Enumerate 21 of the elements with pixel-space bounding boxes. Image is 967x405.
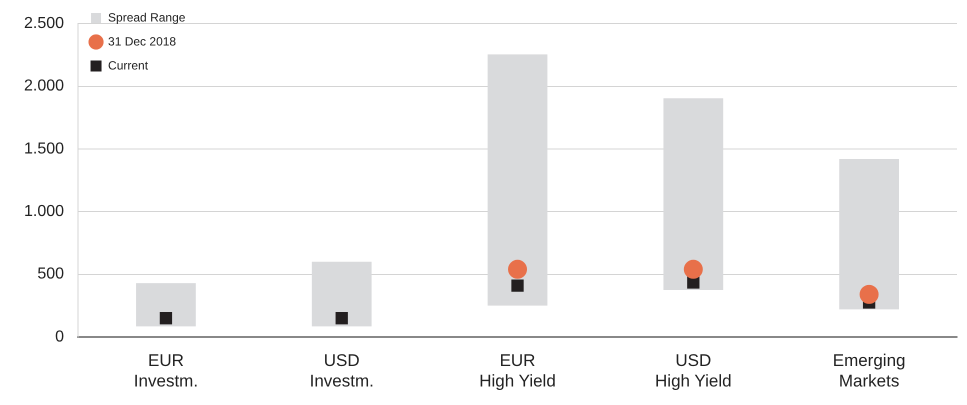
point [508,260,528,279]
point [511,279,524,292]
y-tick-label: 2.500 [24,15,64,32]
point [684,260,703,279]
legend-label: Current [108,58,149,72]
x-tick-label: EUR High Yield [479,350,556,390]
point [336,312,348,324]
y-tick-label: 0 [55,328,64,346]
bar [136,283,196,326]
y-tick-label: 500 [37,266,64,283]
y-tick-label: 1.000 [24,203,64,220]
legend-label: Spread Range [108,10,186,24]
y-tick-label: 1.500 [24,140,64,158]
point [160,312,172,324]
x-tick-label: USD High Yield [655,350,732,390]
point [860,284,879,304]
x-tick-label: EUR Investm. [134,350,198,390]
x-tick-label: USD Investm. [310,350,374,390]
legend-label: 31 Dec 2018 [108,34,176,48]
x-tick-label: Emerging Markets [832,350,906,390]
y-tick-label: 2.000 [24,78,64,95]
